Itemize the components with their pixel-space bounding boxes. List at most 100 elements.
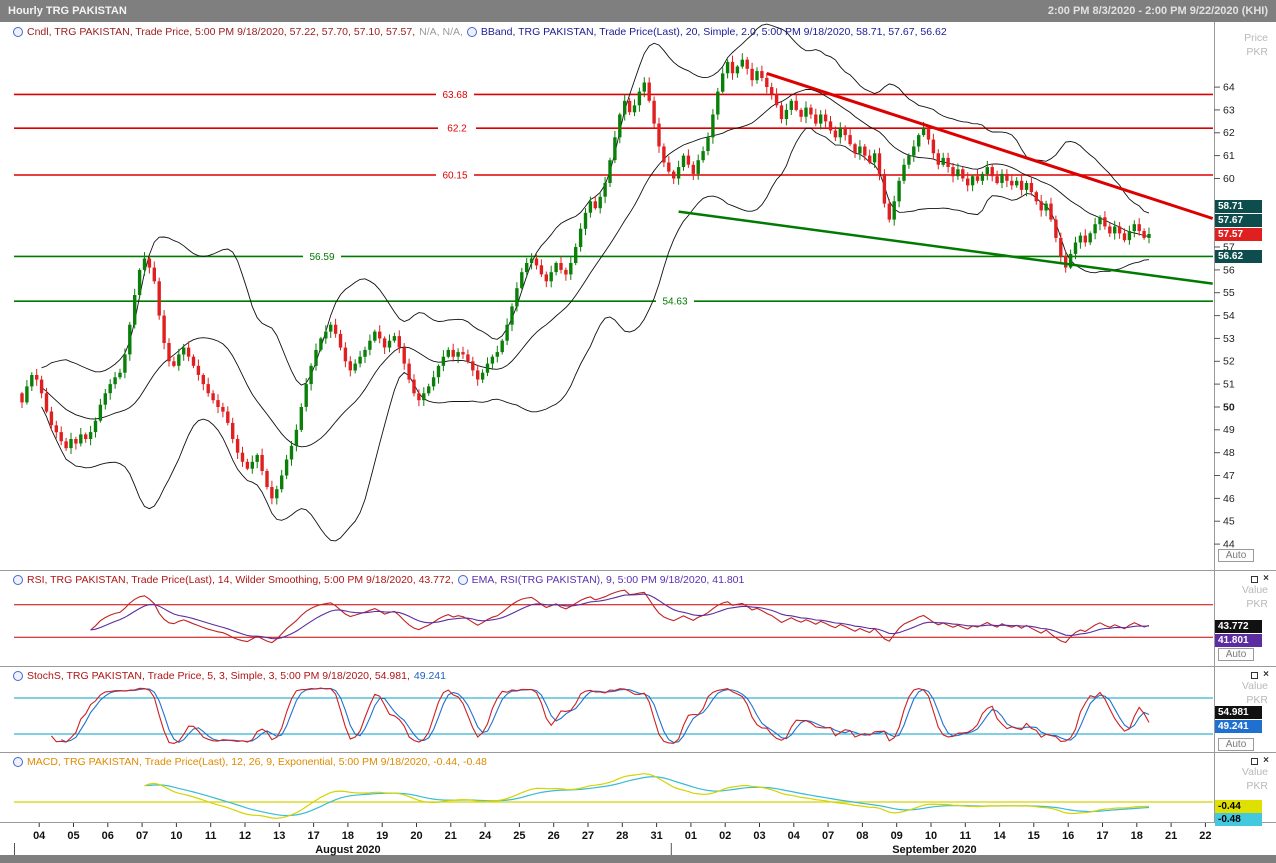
svg-text:49: 49 xyxy=(1223,424,1235,436)
rsi-value-marker: 43.772 xyxy=(1215,620,1262,633)
stoch-study-label[interactable]: StochS, TRG PAKISTAN, Trade Price, 5, 3,… xyxy=(27,670,410,682)
rsi-ema-value-marker: 41.801 xyxy=(1215,634,1262,647)
stochastic-plot[interactable] xyxy=(14,687,1213,744)
bband-upper-marker: 58.71 xyxy=(1215,200,1262,213)
svg-text:53: 53 xyxy=(1223,333,1235,345)
svg-text:22: 22 xyxy=(1199,830,1211,842)
svg-text:24: 24 xyxy=(479,830,492,842)
svg-text:01: 01 xyxy=(685,830,697,842)
close-pane-icon[interactable]: × xyxy=(1263,669,1269,680)
svg-text:02: 02 xyxy=(719,830,731,842)
trendlines[interactable] xyxy=(678,71,1214,285)
svg-text:06: 06 xyxy=(102,830,114,842)
rsi-axis-auto-button[interactable]: Auto xyxy=(1218,648,1254,661)
svg-text:04: 04 xyxy=(33,830,46,842)
maximize-pane-icon[interactable] xyxy=(1251,575,1259,583)
svg-text:61: 61 xyxy=(1223,150,1235,162)
stoch-study-settings-icon[interactable] xyxy=(13,671,23,681)
svg-text:07: 07 xyxy=(136,830,148,842)
support-resistance-levels[interactable]: 63.68 62.2 60.15 56.59 54.63 xyxy=(14,88,1213,308)
svg-text:45: 45 xyxy=(1223,516,1235,528)
rsi-study-label[interactable]: RSI, TRG PAKISTAN, Trade Price(Last), 14… xyxy=(27,574,454,586)
svg-text:31: 31 xyxy=(650,830,662,842)
svg-text:51: 51 xyxy=(1223,379,1235,391)
macd-study-settings-icon[interactable] xyxy=(13,757,23,767)
bband-mid-marker: 57.67 xyxy=(1215,214,1262,227)
svg-text:62.2: 62.2 xyxy=(447,124,467,135)
svg-text:62: 62 xyxy=(1223,127,1235,139)
svg-text:21: 21 xyxy=(1165,830,1177,842)
svg-text:50: 50 xyxy=(1223,401,1235,413)
svg-text:03: 03 xyxy=(753,830,765,842)
bband-study-label[interactable]: BBand, TRG PAKISTAN, Trade Price(Last), … xyxy=(480,26,947,38)
svg-text:17: 17 xyxy=(1096,830,1108,842)
macd-plot[interactable] xyxy=(14,773,1213,819)
window-titlebar[interactable]: Hourly TRG PAKISTAN 2:00 PM 8/3/2020 - 2… xyxy=(0,0,1276,22)
maximize-pane-icon[interactable] xyxy=(1251,757,1259,765)
bband-study-settings-icon[interactable] xyxy=(466,27,477,37)
price-axis-caption: Price PKR xyxy=(1244,32,1268,58)
candle-study-settings-icon[interactable] xyxy=(13,27,23,37)
svg-text:28: 28 xyxy=(616,830,628,842)
stoch-d-marker: 49.241 xyxy=(1215,720,1262,733)
svg-text:07: 07 xyxy=(822,830,834,842)
svg-text:48: 48 xyxy=(1223,447,1235,459)
stoch-axis-caption: Value PKR xyxy=(1241,680,1268,706)
svg-text:14: 14 xyxy=(993,830,1006,842)
date-axis[interactable]: 04 05 06 07 10 11 12 13 17 18 19 20 21 24 25 26 27 28 31 01… xyxy=(14,823,1212,856)
candles-layer xyxy=(20,53,1151,505)
svg-text:11: 11 xyxy=(205,830,217,842)
price-axis[interactable]: 64 63 62 61 60 57 56 55 54 53 52 51 50 49 48 47 46 45 44 xyxy=(1214,82,1235,551)
maximize-pane-icon[interactable] xyxy=(1251,671,1259,679)
svg-text:11: 11 xyxy=(959,830,971,842)
macd-study-label[interactable]: MACD, TRG PAKISTAN, Trade Price(Last), 1… xyxy=(27,756,487,768)
svg-text:44: 44 xyxy=(1223,539,1235,551)
stoch-axis-auto-button[interactable]: Auto xyxy=(1218,738,1254,751)
rsi-pane-header: RSI, TRG PAKISTAN, Trade Price(Last), 14… xyxy=(13,573,744,587)
rsi-axis-caption: Value PKR xyxy=(1241,584,1268,610)
svg-text:54: 54 xyxy=(1223,310,1235,322)
price-axis-auto-button[interactable]: Auto xyxy=(1218,549,1254,562)
svg-text:46: 46 xyxy=(1223,493,1235,505)
candle-study-label[interactable]: Cndl, TRG PAKISTAN, Trade Price, 5:00 PM… xyxy=(27,26,416,38)
candle-study-na-values: N/A, N/A, xyxy=(419,26,463,38)
svg-text:26: 26 xyxy=(548,830,560,842)
svg-text:15: 15 xyxy=(1028,830,1040,842)
stoch-pane-header: StochS, TRG PAKISTAN, Trade Price, 5, 3,… xyxy=(13,669,446,683)
last-price-marker: 57.57 xyxy=(1215,228,1262,241)
svg-text:25: 25 xyxy=(513,830,525,842)
svg-text:56: 56 xyxy=(1223,264,1235,276)
svg-text:09: 09 xyxy=(891,830,903,842)
svg-text:August 2020: August 2020 xyxy=(315,844,380,856)
rsi-ema-study-settings-icon[interactable] xyxy=(457,575,468,585)
svg-text:05: 05 xyxy=(67,830,79,842)
svg-text:56.59: 56.59 xyxy=(309,252,334,263)
macd-pane-header: MACD, TRG PAKISTAN, Trade Price(Last), 1… xyxy=(13,755,487,769)
svg-text:60.15: 60.15 xyxy=(442,170,467,181)
close-pane-icon[interactable]: × xyxy=(1263,573,1269,584)
svg-text:60: 60 xyxy=(1223,173,1235,185)
svg-text:18: 18 xyxy=(1131,830,1143,842)
svg-text:12: 12 xyxy=(239,830,251,842)
svg-text:17: 17 xyxy=(307,830,319,842)
rsi-pane-controls: × xyxy=(1251,574,1269,584)
svg-text:10: 10 xyxy=(170,830,182,842)
macd-signal-marker: -0.48 xyxy=(1215,813,1262,826)
svg-text:52: 52 xyxy=(1223,356,1235,368)
svg-text:16: 16 xyxy=(1062,830,1074,842)
stoch-k-marker: 54.981 xyxy=(1215,706,1262,719)
svg-text:27: 27 xyxy=(582,830,594,842)
svg-text:18: 18 xyxy=(342,830,354,842)
rsi-plot[interactable] xyxy=(14,589,1213,644)
svg-text:47: 47 xyxy=(1223,470,1235,482)
svg-text:04: 04 xyxy=(788,830,801,842)
svg-text:54.63: 54.63 xyxy=(662,297,687,308)
rsi-study-settings-icon[interactable] xyxy=(13,575,23,585)
rsi-ema-study-label[interactable]: EMA, RSI(TRG PAKISTAN), 9, 5:00 PM 9/18/… xyxy=(471,574,745,586)
svg-text:63: 63 xyxy=(1223,104,1235,116)
svg-text:08: 08 xyxy=(856,830,868,842)
close-pane-icon[interactable]: × xyxy=(1263,755,1269,766)
titlebar-date-range: 2:00 PM 8/3/2020 - 2:00 PM 9/22/2020 (KH… xyxy=(1047,5,1268,17)
